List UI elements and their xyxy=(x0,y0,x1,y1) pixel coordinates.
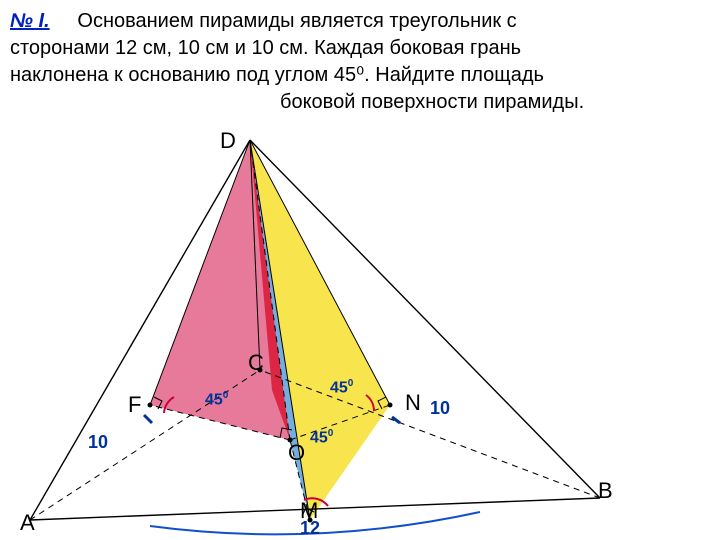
angle-45-left: 450 xyxy=(205,390,228,409)
label-O: O xyxy=(288,440,305,466)
angle-45-front: 450 xyxy=(310,428,333,447)
pyramid-figure xyxy=(0,0,720,540)
label-N: N xyxy=(405,390,421,416)
label-F: F xyxy=(128,392,141,418)
label-B: B xyxy=(598,478,613,504)
side-10-right: 10 xyxy=(430,398,450,419)
label-A: A xyxy=(20,510,35,536)
geometry-canvas: № I. Основанием пирамиды является треуго… xyxy=(0,0,720,540)
side-12: 12 xyxy=(300,518,320,539)
angle-45-right: 450 xyxy=(330,378,353,397)
side-10-left: 10 xyxy=(88,432,108,453)
label-C: С xyxy=(248,350,264,376)
label-D: D xyxy=(220,128,236,154)
